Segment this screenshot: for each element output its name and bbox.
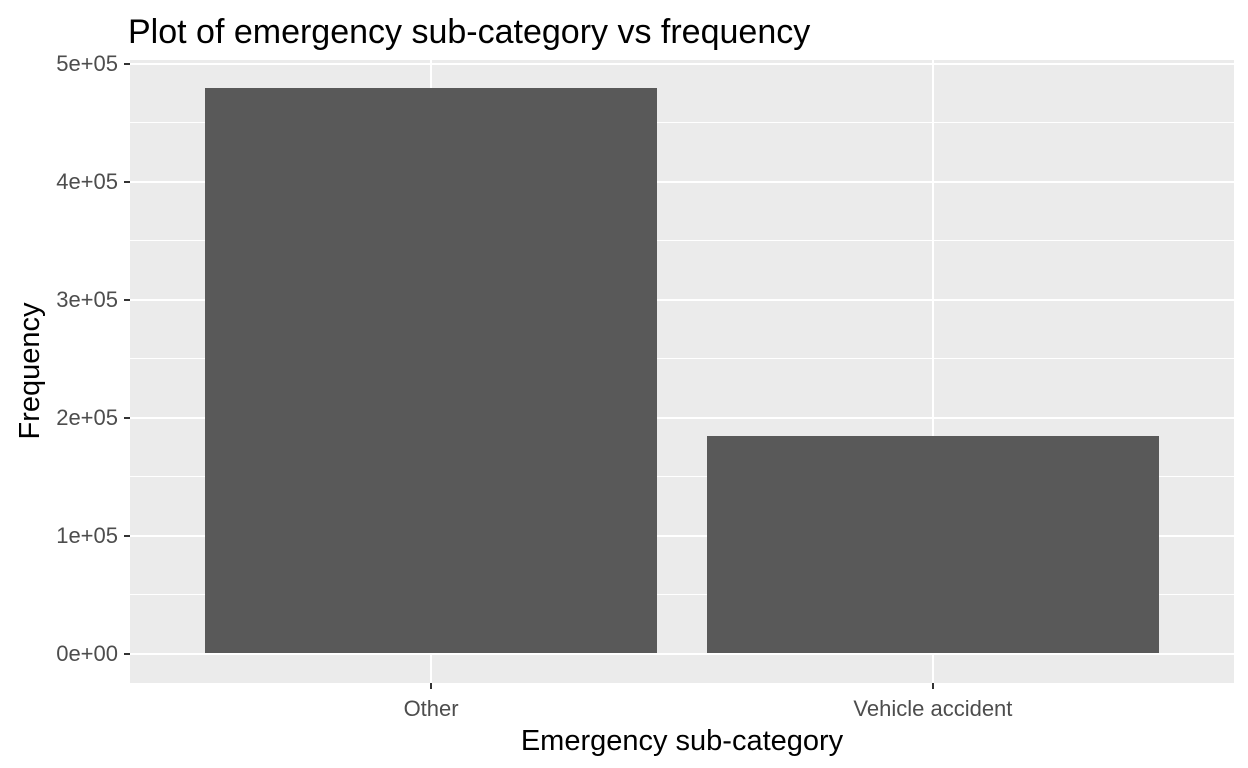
plot-panel (130, 60, 1234, 683)
x-axis-title: Emergency sub-category (520, 725, 844, 757)
y-tick-label: 2e+05 (56, 404, 118, 430)
y-tick-mark (124, 652, 130, 655)
bar (205, 88, 657, 654)
x-tick-label: Vehicle accident (853, 696, 1013, 721)
minor-gridline (130, 358, 1234, 359)
y-tick-mark (124, 416, 130, 419)
y-tick-label: 1e+05 (56, 522, 118, 548)
major-gridline (130, 180, 1234, 183)
y-axis-title: Frequency (14, 302, 46, 440)
chart-title: Plot of emergency sub-category vs freque… (128, 13, 811, 51)
x-tick-mark (430, 683, 433, 689)
minor-gridline (130, 594, 1234, 595)
y-tick-label: 5e+05 (56, 50, 118, 76)
y-tick-label: 3e+05 (56, 286, 118, 312)
minor-gridline (130, 122, 1234, 123)
y-tick-mark (124, 180, 130, 183)
minor-gridline (130, 476, 1234, 477)
major-gridline (130, 652, 1234, 655)
major-gridline (130, 534, 1234, 537)
x-tick-label: Other (403, 696, 459, 721)
minor-gridline (130, 240, 1234, 241)
major-gridline (130, 298, 1234, 301)
vertical-gridline (931, 60, 934, 683)
y-tick-label: 0e+00 (56, 640, 118, 666)
major-gridline (130, 416, 1234, 419)
major-gridline (130, 62, 1234, 65)
y-tick-label: 4e+05 (56, 168, 118, 194)
bar (707, 436, 1159, 654)
y-tick-mark (124, 62, 130, 65)
y-tick-mark (124, 534, 130, 537)
x-tick-mark (931, 683, 934, 689)
y-tick-mark (124, 298, 130, 301)
